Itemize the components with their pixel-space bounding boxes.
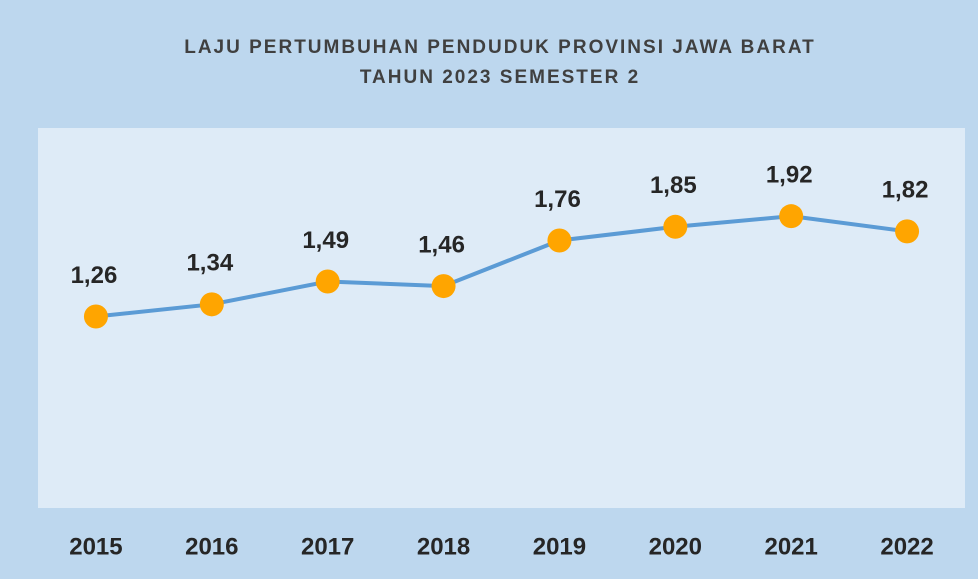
chart-title: LAJU PERTUMBUHAN PENDUDUK PROVINSI JAWA … (184, 37, 816, 58)
marker (199, 292, 224, 317)
data-label: 1,92 (766, 162, 813, 189)
data-label: 1,76 (534, 186, 581, 213)
marker (431, 274, 456, 299)
x-tick-label: 2020 (649, 533, 702, 560)
data-label: 1,82 (882, 177, 929, 204)
x-tick-label: 2021 (764, 533, 817, 560)
marker (663, 214, 688, 239)
marker (83, 304, 108, 329)
line (95, 214, 908, 319)
x-tick-label: 2019 (533, 533, 586, 560)
data-label: 1,26 (71, 262, 118, 289)
marker (895, 219, 920, 244)
data-label: 1,85 (650, 172, 697, 199)
marker (779, 204, 804, 229)
marker (315, 269, 340, 294)
x-tick-label: 2015 (69, 533, 122, 560)
x-tick-label: 2016 (185, 533, 238, 560)
x-tick-label: 2017 (301, 533, 354, 560)
plot-area (38, 128, 965, 508)
x-tick-label: 2022 (880, 533, 933, 560)
data-label: 1,49 (302, 227, 349, 254)
data-label: 1,34 (186, 250, 233, 277)
data-label: 1,46 (418, 231, 465, 258)
x-tick-label: 2018 (417, 533, 470, 560)
chart-title: TAHUN 2023 SEMESTER 2 (360, 67, 640, 88)
marker (547, 228, 572, 253)
